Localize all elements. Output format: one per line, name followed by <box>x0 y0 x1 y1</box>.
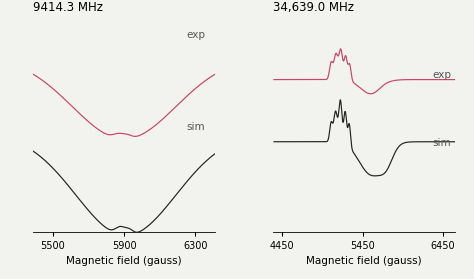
Text: 34,639.0 MHz: 34,639.0 MHz <box>273 1 354 14</box>
Text: exp: exp <box>186 30 206 40</box>
Text: exp: exp <box>432 70 452 80</box>
Text: sim: sim <box>432 138 451 148</box>
X-axis label: Magnetic field (gauss): Magnetic field (gauss) <box>306 256 422 266</box>
X-axis label: Magnetic field (gauss): Magnetic field (gauss) <box>66 256 182 266</box>
Text: sim: sim <box>186 122 205 132</box>
Text: 9414.3 MHz: 9414.3 MHz <box>33 1 103 14</box>
